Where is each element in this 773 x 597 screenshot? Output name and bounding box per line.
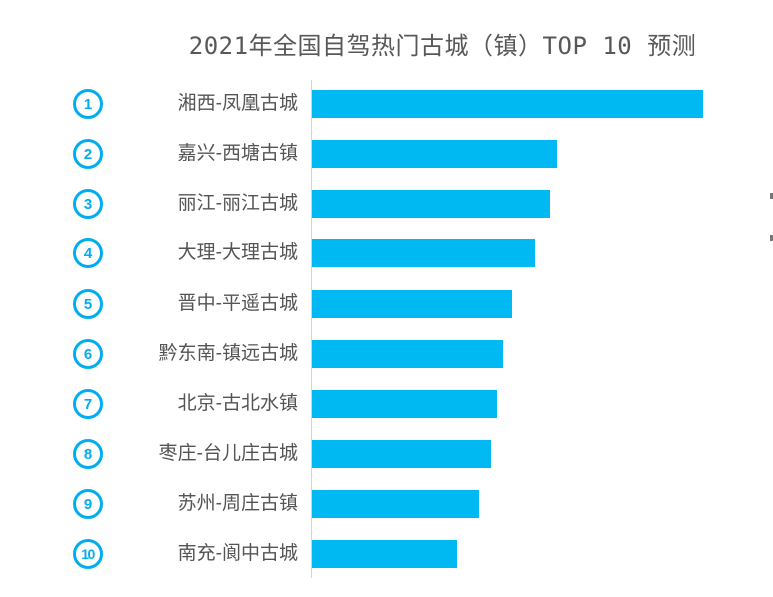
- chart-row: 5 晋中-平遥古城: [0, 289, 773, 319]
- category-label: 枣庄-台儿庄古城: [158, 443, 298, 464]
- chart-row: 9 苏州-周庄古镇: [0, 489, 773, 519]
- rank-badge: 2: [73, 139, 103, 169]
- bar: [312, 290, 512, 318]
- bar: [312, 540, 457, 568]
- rank-badge: 4: [73, 238, 103, 268]
- chart-row: 4 大理-大理古城: [0, 238, 773, 268]
- bar: [312, 340, 503, 368]
- rank-badge: 8: [73, 439, 103, 469]
- chart-row: 8 枣庄-台儿庄古城: [0, 439, 773, 469]
- rank-badge: 7: [73, 389, 103, 419]
- chart-row: 6 黔东南-镇远古城: [0, 339, 773, 369]
- bar: [312, 239, 535, 267]
- category-label: 南充-阆中古城: [177, 543, 298, 564]
- category-label: 嘉兴-西塘古镇: [177, 143, 298, 164]
- rank-badge: 3: [73, 189, 103, 219]
- clipped-edge-artifact: [770, 235, 773, 241]
- chart-row: 1 湘西-凤凰古城: [0, 89, 773, 119]
- rank-badge: 5: [73, 289, 103, 319]
- category-label: 晋中-平遥古城: [177, 293, 298, 314]
- rank-badge: 10: [73, 539, 103, 569]
- category-axis-line: [311, 80, 312, 578]
- category-label: 苏州-周庄古镇: [177, 493, 298, 514]
- rank-badge: 9: [73, 489, 103, 519]
- chart-row: 3 丽江-丽江古城: [0, 189, 773, 219]
- rank-badge: 6: [73, 339, 103, 369]
- category-label: 大理-大理古城: [177, 242, 298, 263]
- bar: [312, 390, 497, 418]
- clipped-edge-artifact: [770, 193, 773, 199]
- category-label: 黔东南-镇远古城: [158, 343, 298, 364]
- category-label: 湘西-凤凰古城: [177, 93, 298, 114]
- bar: [312, 440, 491, 468]
- chart-row: 2 嘉兴-西塘古镇: [0, 139, 773, 169]
- chart-row: 7 北京-古北水镇: [0, 389, 773, 419]
- rank-badge: 1: [73, 89, 103, 119]
- category-label: 丽江-丽江古城: [177, 193, 298, 214]
- chart-title: 2021年全国自驾热门古城（镇）TOP 10 预测: [188, 32, 697, 60]
- bar: [312, 490, 479, 518]
- category-label: 北京-古北水镇: [177, 393, 298, 414]
- bar: [312, 90, 703, 118]
- bar: [312, 190, 550, 218]
- bar: [312, 140, 557, 168]
- chart-row: 10 南充-阆中古城: [0, 539, 773, 569]
